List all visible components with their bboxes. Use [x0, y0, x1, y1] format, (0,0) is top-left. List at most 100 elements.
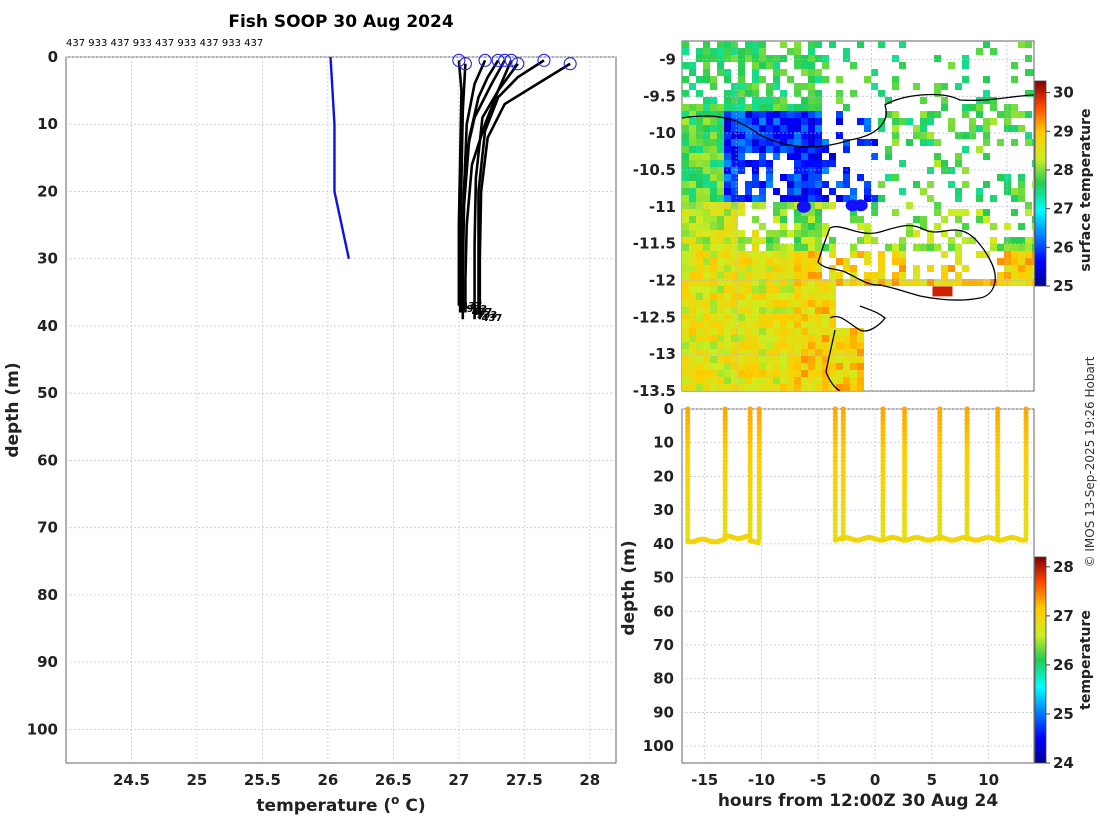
sst-cell — [885, 97, 892, 104]
sst-cell — [948, 118, 955, 125]
sst-cell — [710, 258, 717, 265]
sst-cell — [752, 328, 759, 335]
profile-line — [457, 60, 463, 306]
depth-time-point — [880, 406, 886, 412]
sst-cell — [808, 41, 815, 48]
sst-cell — [731, 356, 738, 363]
depth-time-point — [937, 406, 943, 412]
sst-cell — [724, 90, 731, 97]
sst-cell — [899, 279, 906, 286]
depth-time-point — [1023, 428, 1029, 434]
sst-cell — [829, 307, 836, 314]
sst-cell — [955, 272, 962, 279]
depth-time-point — [995, 413, 1001, 420]
depth-time-point — [685, 439, 691, 445]
sst-cell — [815, 342, 822, 349]
depth-time-point — [937, 476, 943, 483]
sst-cell — [794, 370, 801, 377]
sst-cell — [682, 356, 689, 363]
sst-cell — [808, 321, 815, 328]
sst-cell — [773, 279, 780, 286]
sst-cell — [703, 335, 710, 342]
sst-cell — [682, 237, 689, 244]
sst-cell — [759, 363, 766, 370]
depth-time-point — [1023, 410, 1029, 416]
sst-cell — [731, 321, 738, 328]
sst-cell — [738, 265, 745, 272]
sst-cell — [773, 55, 780, 62]
depth-time-point — [747, 499, 753, 505]
sst-cell — [983, 41, 990, 48]
sst-cell — [997, 279, 1004, 286]
sst-cell — [983, 153, 990, 160]
sst-cell — [738, 97, 745, 104]
sst-cell — [766, 293, 773, 300]
sst-cell — [955, 209, 962, 216]
depth-time-point — [901, 447, 908, 453]
sst-cell — [780, 356, 787, 363]
sst-cell — [836, 76, 843, 83]
sst-cell — [948, 125, 955, 132]
sst-cell — [976, 104, 983, 111]
depth-time-point — [722, 487, 728, 494]
depth-time-point — [722, 421, 728, 427]
sst-cell — [843, 342, 850, 349]
sst-cell — [836, 97, 843, 104]
sst-cell — [780, 293, 787, 300]
profile-x-tick-label: 28 — [579, 771, 600, 789]
sst-cell — [787, 321, 794, 328]
sst-cell — [1011, 251, 1018, 258]
sst-cell — [738, 230, 745, 237]
map-lat-tick-label: -12.5 — [633, 308, 676, 326]
sst-cell — [780, 223, 787, 230]
depth-time-point — [901, 421, 908, 427]
depth-time-point — [995, 406, 1001, 412]
sst-cell — [738, 69, 745, 76]
sst-cell — [766, 181, 773, 188]
depth-time-point — [937, 473, 943, 479]
sst-cell — [829, 384, 836, 391]
sst-cell — [850, 195, 857, 202]
sst-cell — [717, 230, 724, 237]
sst-cell — [906, 279, 913, 286]
sst-cell — [913, 272, 920, 279]
sst-cell — [1011, 62, 1018, 69]
sst-cell — [752, 272, 759, 279]
depth-time-point — [1023, 502, 1029, 509]
sst-cell — [710, 377, 717, 384]
sst-cell — [1011, 188, 1018, 195]
sst-cell — [794, 167, 801, 174]
depth-time-point — [840, 436, 846, 442]
sst-cell — [773, 202, 780, 209]
depth-time-point — [901, 510, 908, 516]
sst-cell — [766, 237, 773, 244]
sst-cell — [731, 90, 738, 97]
depth-time-point — [937, 439, 943, 445]
sst-cell — [752, 342, 759, 349]
sst-cell — [941, 167, 948, 174]
sst-cell — [822, 321, 829, 328]
profile-surface-marker — [458, 57, 472, 71]
depth-time-point — [685, 410, 691, 416]
sst-cell — [773, 286, 780, 293]
sst-cell — [787, 111, 794, 118]
sst-cell — [801, 356, 808, 363]
sst-cell — [815, 384, 822, 391]
sst-cell — [822, 223, 829, 230]
sst-cell — [794, 41, 801, 48]
depth-time-point — [722, 443, 728, 449]
sst-cell — [752, 293, 759, 300]
sst-cell — [801, 195, 808, 202]
sst-cell — [731, 167, 738, 174]
depth-time-point — [685, 517, 691, 523]
sst-cell — [892, 174, 899, 181]
depth-time-point — [995, 513, 1001, 520]
sst-cell — [1011, 209, 1018, 216]
sst-cell — [724, 55, 731, 62]
sst-cell — [717, 342, 724, 349]
sst-cell — [871, 139, 878, 146]
sst-cell — [752, 174, 759, 181]
depth-time-point — [964, 525, 970, 531]
sst-cell — [815, 335, 822, 342]
depth-time-point — [722, 424, 728, 431]
